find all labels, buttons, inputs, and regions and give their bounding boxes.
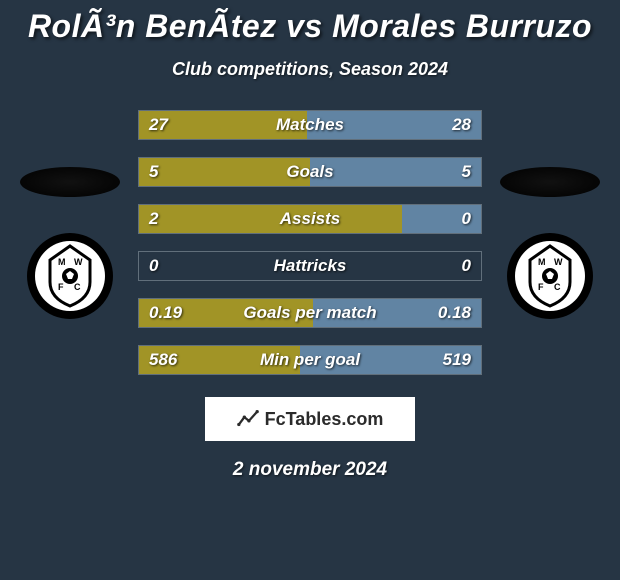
svg-text:M: M: [538, 257, 546, 267]
club-crest-icon: M W F C: [516, 242, 584, 310]
stat-value-right: 0.18: [438, 303, 471, 323]
comparison-content: M W F C 27 28 Matches 5 5 Goals 2 0 Assists 0 0 Hat…: [0, 110, 620, 375]
stat-value-right: 28: [452, 115, 471, 135]
player-left-shadow: [20, 167, 120, 197]
stat-label: Matches: [276, 115, 344, 135]
stat-label: Goals per match: [243, 303, 376, 323]
stat-bars: 27 28 Matches 5 5 Goals 2 0 Assists 0 0 Hattricks 0.…: [138, 110, 482, 375]
club-badge-left-inner: M W F C: [35, 241, 105, 311]
stat-value-right: 0: [462, 209, 471, 229]
stat-value-left: 5: [149, 162, 158, 182]
stat-label: Goals: [286, 162, 333, 182]
stat-row: 5 5 Goals: [138, 157, 482, 187]
player-left-column: M W F C: [20, 167, 120, 319]
stat-value-right: 519: [443, 350, 471, 370]
brand-badge[interactable]: FcTables.com: [205, 397, 415, 441]
stat-row: 27 28 Matches: [138, 110, 482, 140]
stat-value-left: 0: [149, 256, 158, 276]
stat-row: 0.19 0.18 Goals per match: [138, 298, 482, 328]
stat-bar-left-fill: [139, 158, 310, 186]
stat-bar-right-fill: [310, 158, 481, 186]
stat-row: 2 0 Assists: [138, 204, 482, 234]
stat-value-left: 27: [149, 115, 168, 135]
stat-row: 0 0 Hattricks: [138, 251, 482, 281]
club-crest-icon: M W F C: [36, 242, 104, 310]
svg-text:W: W: [554, 257, 563, 267]
stat-value-left: 0.19: [149, 303, 182, 323]
stat-label: Hattricks: [274, 256, 347, 276]
svg-text:C: C: [554, 282, 561, 292]
club-badge-left: M W F C: [27, 233, 113, 319]
stat-value-right: 5: [462, 162, 471, 182]
stat-row: 586 519 Min per goal: [138, 345, 482, 375]
stat-label: Min per goal: [260, 350, 360, 370]
svg-text:C: C: [74, 282, 81, 292]
stat-bar-left-fill: [139, 205, 402, 233]
chart-logo-icon: [237, 408, 259, 430]
page-title: RolÃ³n BenÃ­tez vs Morales Burruzo: [0, 0, 620, 45]
date-line: 2 november 2024: [0, 459, 620, 481]
svg-text:W: W: [74, 257, 83, 267]
brand-badge-text: FcTables.com: [265, 409, 384, 430]
svg-text:M: M: [58, 257, 66, 267]
player-right-shadow: [500, 167, 600, 197]
page-subtitle: Club competitions, Season 2024: [0, 59, 620, 80]
club-badge-right-inner: M W F C: [515, 241, 585, 311]
stat-value-left: 586: [149, 350, 177, 370]
stat-value-left: 2: [149, 209, 158, 229]
stat-label: Assists: [280, 209, 340, 229]
stat-value-right: 0: [462, 256, 471, 276]
player-right-column: M W F C: [500, 167, 600, 319]
club-badge-right: M W F C: [507, 233, 593, 319]
svg-text:F: F: [538, 282, 544, 292]
svg-text:F: F: [58, 282, 64, 292]
